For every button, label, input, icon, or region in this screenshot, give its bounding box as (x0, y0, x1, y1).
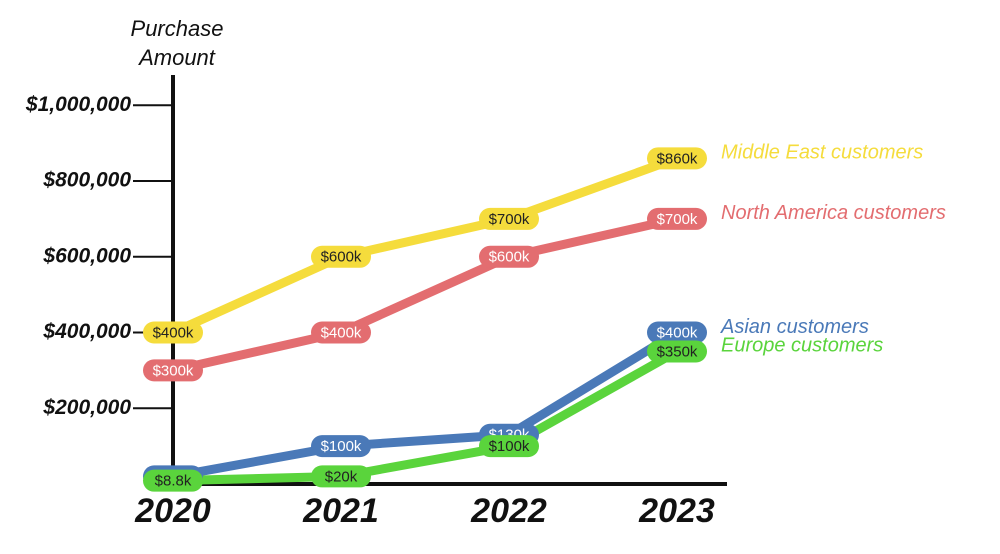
series-line (168, 214, 682, 375)
data-point (647, 147, 707, 170)
y-tick-label: $800,000 (42, 169, 131, 192)
series-line (168, 346, 682, 486)
data-labels: $400k $600k $700k $860k Middle East customer… (143, 142, 946, 492)
data-point (143, 321, 203, 344)
legend-label: North America customers (721, 202, 946, 224)
x-tick-label: 2022 (470, 492, 547, 530)
data-point (311, 465, 371, 488)
data-point (647, 340, 707, 363)
data-point (647, 321, 707, 344)
series-line (168, 153, 682, 338)
data-label: $860k (657, 150, 698, 167)
y-axis-title: Purchase Amount (130, 16, 224, 70)
data-label: $100k (489, 438, 530, 455)
data-label: $600k (321, 249, 362, 266)
data-point (143, 359, 203, 382)
data-label: $400k (321, 324, 362, 341)
data-label: $600k (489, 249, 530, 266)
series-line (168, 328, 682, 481)
y-tick-label: $600,000 (42, 244, 131, 267)
data-point (479, 245, 539, 268)
ticks: $200,000 $400,000 $600,000 $800,000 $1,000,0… (25, 93, 715, 530)
legend-label: Europe customers (721, 335, 883, 357)
data-label: $350k (657, 343, 698, 360)
data-point (647, 207, 707, 230)
data-label: $8.8k (155, 473, 192, 490)
legend-label: Middle East customers (721, 142, 923, 164)
x-tick-label: 2021 (302, 492, 379, 530)
legend-label: Asian customers (720, 316, 869, 338)
data-point (311, 435, 371, 458)
data-label: $400k (153, 324, 194, 341)
data-point (143, 469, 203, 492)
data-label: $400k (657, 324, 698, 341)
y-tick-label: $400,000 (42, 320, 131, 343)
data-point (479, 435, 539, 458)
y-tick-label: $200,000 (42, 396, 131, 419)
data-label: $700k (489, 211, 530, 228)
x-tick-label: 2023 (638, 492, 715, 530)
y-tick-label: $1,000,000 (25, 93, 131, 116)
data-point (479, 207, 539, 230)
data-label: $300k (153, 362, 194, 379)
series-lines (168, 153, 682, 486)
x-tick-label: 2020 (134, 492, 211, 530)
data-label: $700k (657, 211, 698, 228)
data-label: $20k (325, 468, 358, 485)
data-point (311, 245, 371, 268)
data-label: $100k (321, 438, 362, 455)
data-point (311, 321, 371, 344)
